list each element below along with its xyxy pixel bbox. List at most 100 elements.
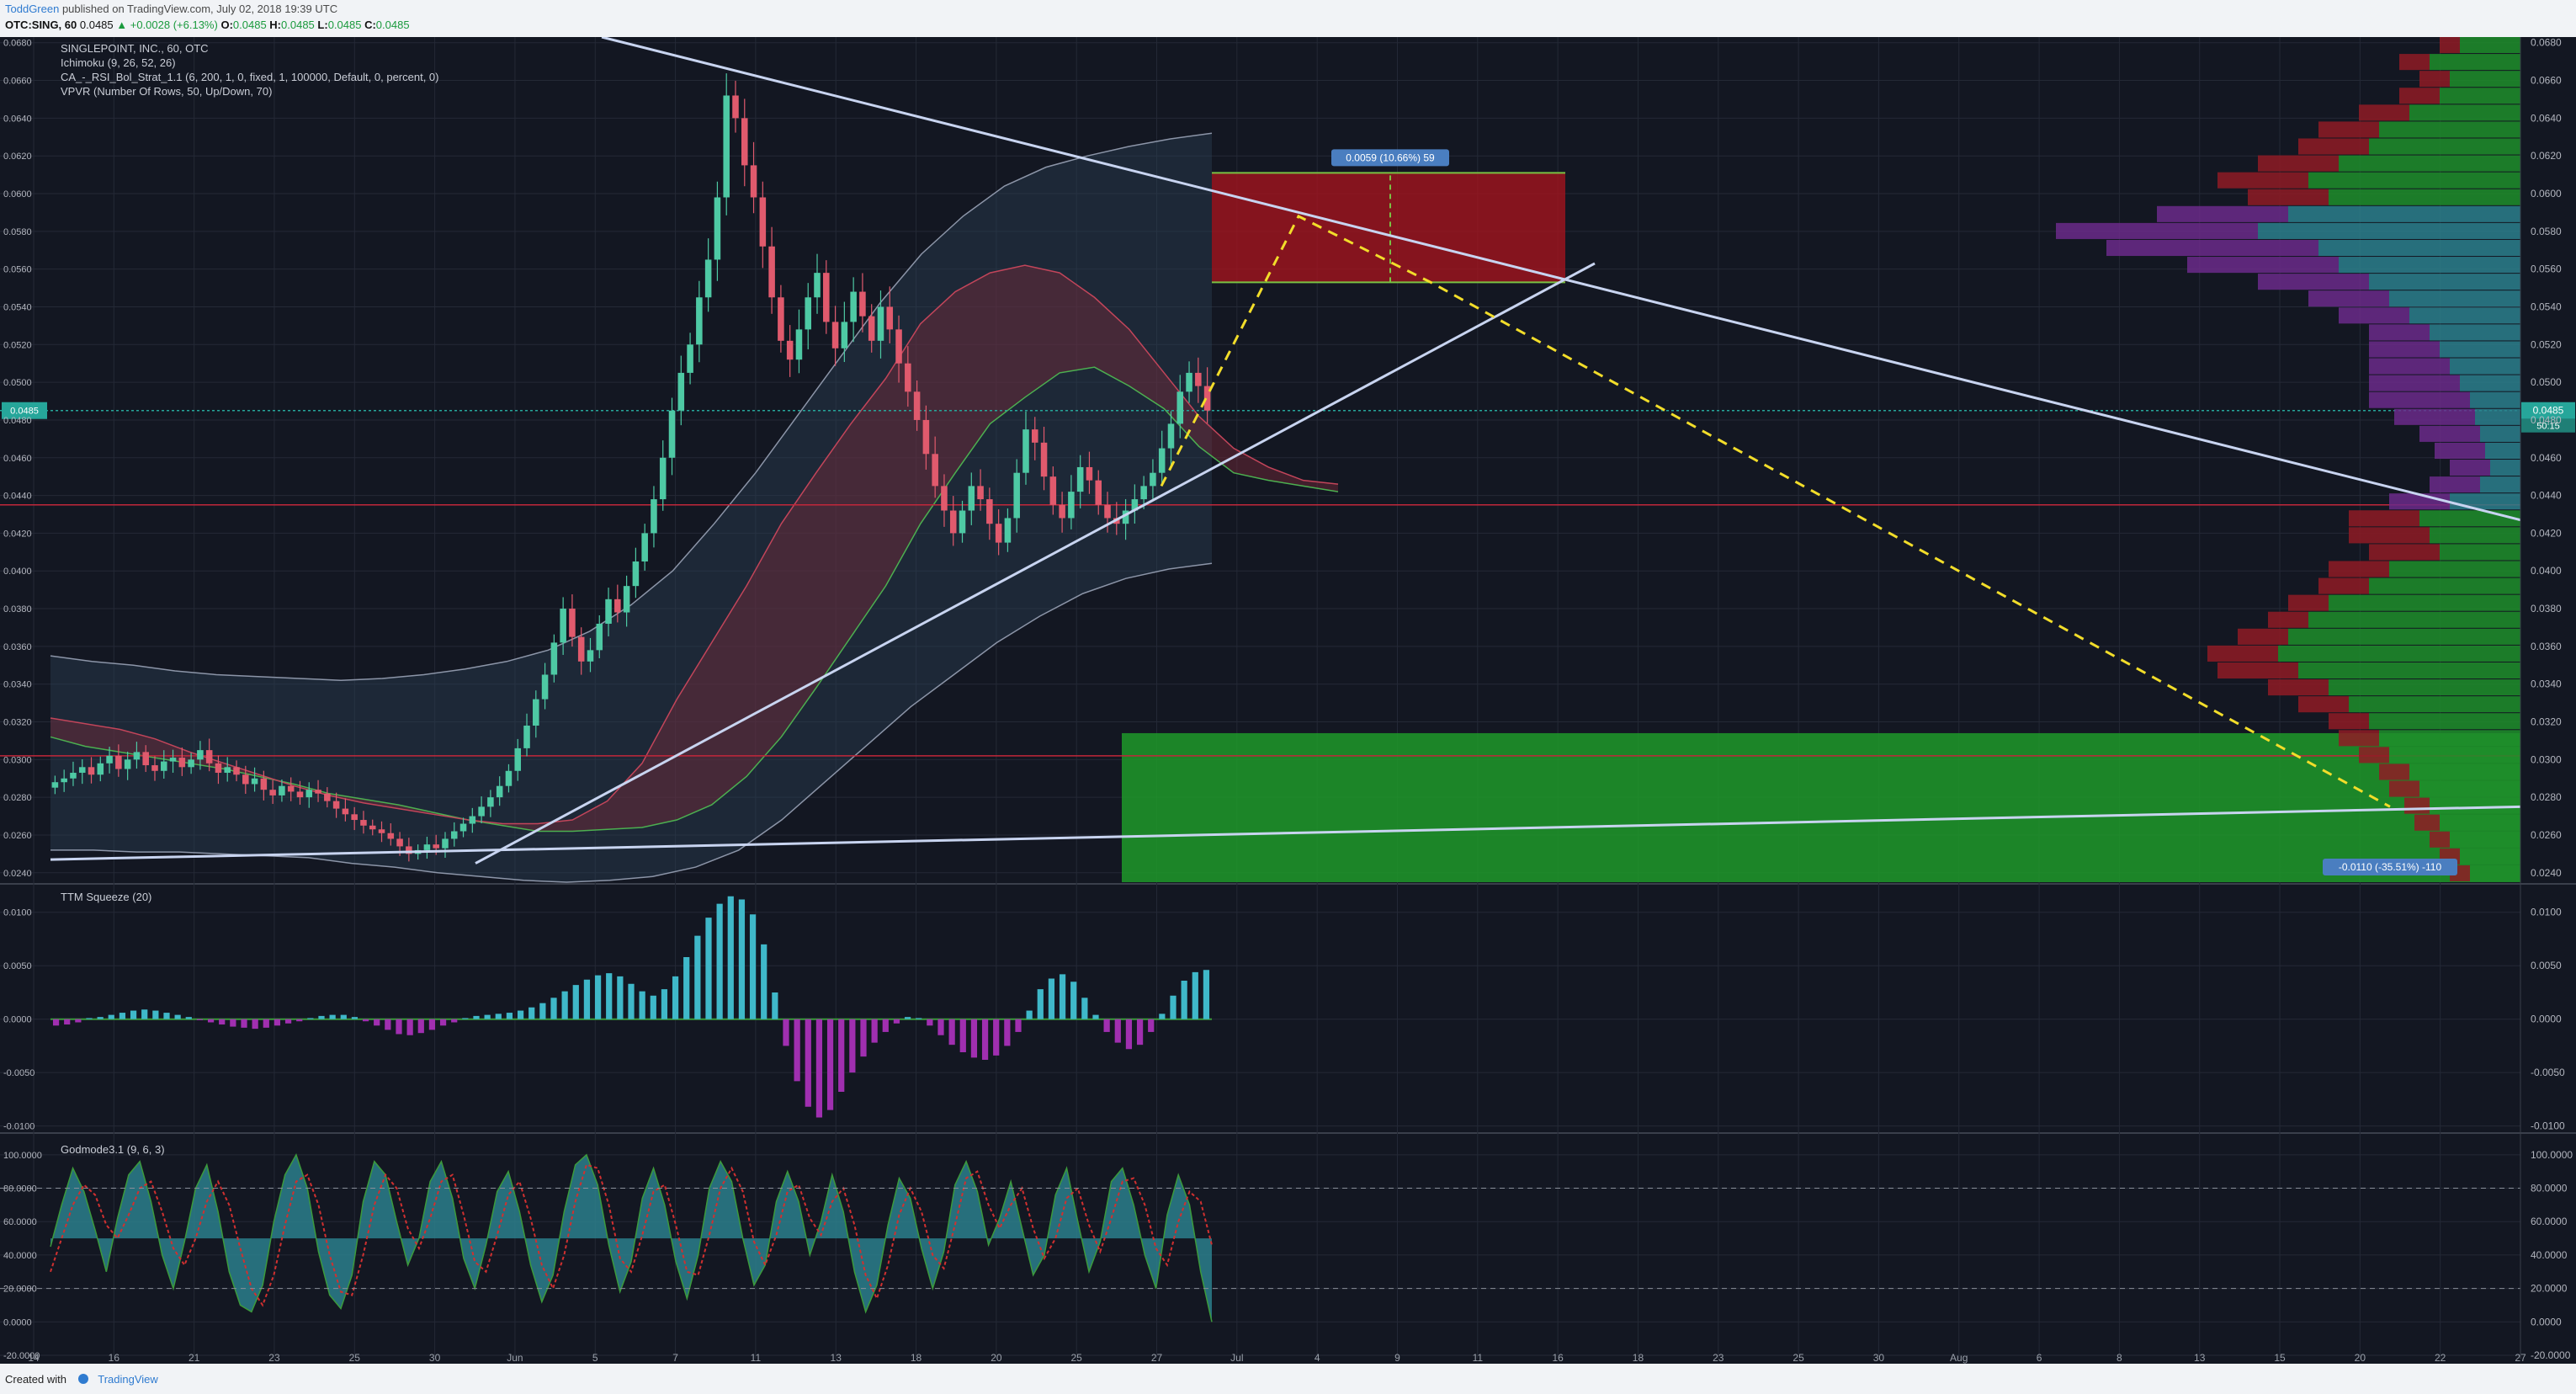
candle-body xyxy=(360,820,367,826)
vpvr-bar-up xyxy=(2339,155,2520,172)
vpvr-bar-up xyxy=(2450,493,2520,510)
bollinger-band-fill xyxy=(50,133,1212,882)
godmode-pane[interactable] xyxy=(0,1152,2520,1322)
vpvr-bar-up xyxy=(2470,391,2520,408)
vpvr-bar-up xyxy=(2308,172,2520,189)
x-tick-label: 21 xyxy=(189,1352,200,1364)
candle-body xyxy=(478,806,485,817)
vpvr-bar-up xyxy=(2288,628,2520,645)
candle-body xyxy=(895,329,902,364)
vpvr-bar-up xyxy=(2329,594,2520,611)
chart-canvas[interactable]: 0.0059 (10.66%) 59 -0.0110 (-35.51%) -110… xyxy=(0,37,2576,1364)
vpvr-bar-up xyxy=(2450,358,2520,375)
candle-body xyxy=(922,419,930,455)
vpvr-bar-up xyxy=(2339,257,2520,274)
vpvr-bar-up xyxy=(2379,730,2520,747)
vpvr-bar-up xyxy=(2369,274,2520,290)
author-link[interactable]: ToddGreen xyxy=(5,3,60,15)
x-tick-label: 23 xyxy=(1713,1352,1724,1364)
y-tick-label-left: 0.0680 xyxy=(3,39,32,49)
x-tick-label: 15 xyxy=(2274,1352,2286,1364)
x-tick-label: 16 xyxy=(1552,1352,1564,1364)
vpvr-bar-up xyxy=(2278,645,2520,662)
candle-body xyxy=(1076,466,1084,492)
candle-body xyxy=(541,674,549,700)
y-tick-label-left: 0.0340 xyxy=(3,680,32,690)
candle-body xyxy=(850,291,857,322)
candle-body xyxy=(795,329,803,360)
trendline-support xyxy=(475,262,1596,865)
price-change: ▲ +0.0028 (+6.13%) xyxy=(116,19,218,31)
y-tick-label: 0.0240 xyxy=(2531,867,2562,879)
bollinger-upper-line xyxy=(50,132,1213,681)
last-price-tag xyxy=(2521,402,2575,419)
godmode-title: Godmode3.1 (9, 6, 3) xyxy=(61,1143,165,1156)
candle-body xyxy=(814,273,821,298)
candle-body xyxy=(1004,518,1012,543)
tradingview-logo-icon xyxy=(77,1374,88,1384)
y-tick-label: 0.0400 xyxy=(2531,565,2562,577)
candle-body xyxy=(178,758,186,768)
ohlc-low: 0.0485 xyxy=(327,19,362,31)
candle-body xyxy=(1195,372,1202,386)
vpvr-bar-up xyxy=(2470,865,2520,881)
candle-body xyxy=(115,755,122,769)
y-tick-label: 0.0560 xyxy=(2531,263,2562,275)
countdown-label: 50:15 xyxy=(2536,422,2560,432)
vpvr-bar-down xyxy=(2369,391,2470,408)
vpvr-bar-down xyxy=(2106,239,2318,257)
candle-body xyxy=(977,486,984,500)
candle-body xyxy=(1140,486,1147,500)
candle-body xyxy=(741,118,748,166)
candle-body xyxy=(251,778,258,785)
candle-body xyxy=(659,457,667,500)
vpvr-bar-down xyxy=(2369,358,2450,375)
y-tick-label-left: 80.0000 xyxy=(3,1184,37,1194)
price-pane[interactable]: 0.0059 (10.66%) 59 -0.0110 (-35.51%) -110… xyxy=(0,37,2575,883)
x-tick-label: Jul xyxy=(1230,1352,1243,1364)
y-tick-label: 0.0360 xyxy=(2531,641,2562,652)
ohlc-open-label: O: xyxy=(220,19,233,31)
y-tick-label: 0.0680 xyxy=(2531,37,2562,49)
axes: 14 16 21 23 25 30 Jun 5 7 11 13 18 20 25 27 Jul 4 9 11 16 18… xyxy=(3,37,2573,1364)
vpvr-bar-down xyxy=(2359,747,2389,764)
x-tick-label: 11 xyxy=(751,1352,762,1364)
candle-body xyxy=(396,838,403,847)
vpvr-bar-up xyxy=(2419,780,2520,797)
candle-body xyxy=(959,510,966,534)
candle-body xyxy=(88,767,95,775)
vpvr-bar-down xyxy=(2318,121,2379,138)
vpvr-bar-up xyxy=(2369,577,2520,594)
candle-body xyxy=(442,838,449,849)
vpvr-bar-up xyxy=(2409,764,2520,780)
candle-body xyxy=(1186,372,1192,392)
ttm-squeeze-pane[interactable] xyxy=(50,896,1212,1118)
candle-body xyxy=(778,297,784,341)
candle-body xyxy=(1040,442,1048,477)
y-tick-label-left: 0.0480 xyxy=(3,416,32,426)
candle-body xyxy=(459,823,467,832)
y-tick-label: 100.0000 xyxy=(2531,1149,2573,1161)
candle-body xyxy=(260,778,268,790)
candle-body xyxy=(97,763,104,775)
x-tick-label: Jun xyxy=(507,1352,523,1364)
y-tick-label: 60.0000 xyxy=(2531,1216,2568,1227)
candle-body xyxy=(450,831,458,839)
candle-body xyxy=(1049,476,1057,505)
vpvr-bar-down xyxy=(2298,138,2369,155)
vpvr-bar-down xyxy=(2248,189,2329,205)
candle-body xyxy=(614,599,621,613)
candle-body xyxy=(714,197,721,260)
x-tick-label: 25 xyxy=(349,1352,361,1364)
ohlc-open: 0.0485 xyxy=(232,19,267,31)
candle-body xyxy=(423,844,431,850)
tradingview-link[interactable]: TradingView xyxy=(98,1373,158,1386)
candle-body xyxy=(523,725,530,748)
vpvr-bar-up xyxy=(2490,460,2520,476)
vpvr-bar-up xyxy=(2349,696,2520,713)
publish-header: ToddGreen published on TradingView.com, … xyxy=(0,0,2576,37)
vpvr-bar-down xyxy=(2349,510,2419,527)
vpvr-bar-up xyxy=(2308,611,2520,628)
candle-body xyxy=(332,801,340,809)
y-tick-label: 0.0000 xyxy=(2531,1316,2562,1327)
